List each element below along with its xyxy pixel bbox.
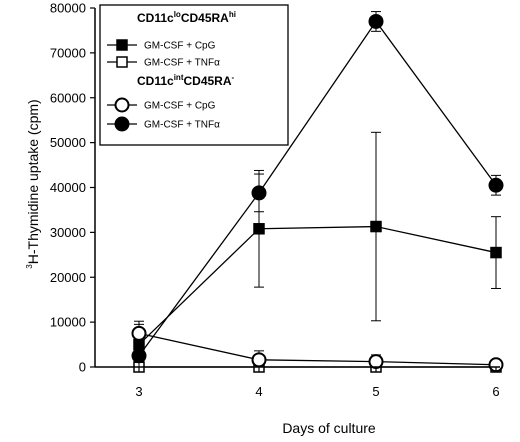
legend-title-sup: - [232,73,235,82]
data-point [370,220,382,233]
legend-title-part: CD11c [137,74,174,88]
series-line [138,20,497,357]
data-point [116,39,128,51]
series-3 [131,323,504,373]
x-tick-label: 3 [135,384,142,399]
legend-box [99,4,289,146]
legend-label: GM-CSF + TNFα [144,120,220,131]
legend-title-sup: int [174,73,184,82]
legend-title-part: CD11c [137,11,174,25]
legend-label: GM-CSF + CpG [144,101,216,112]
data-point [368,13,384,29]
data-point [131,348,147,364]
x-axis-title: Days of culture [282,420,376,436]
series-line [138,225,497,346]
legend-title-sup: lo [174,10,181,19]
y-tick-label: 60000 [50,90,86,105]
x-tick-label: 4 [255,384,262,399]
data-point [490,246,502,259]
legend-title-sup: hi [229,10,236,19]
data-point [488,177,504,193]
data-point [368,354,384,370]
legend-group-title: CD11cloCD45RAhi [137,10,236,25]
axes: 0 10000 20000 30000 40000 50000 60000 70000 8000… [50,1,500,399]
series-1 [133,131,502,368]
legend-group-title: CD11cintCD45RA- [137,73,235,88]
legend-title-part: CD45RA [181,11,229,25]
y-tick-label: 70000 [50,45,86,60]
legend-label: GM-CSF + CpG [144,41,216,52]
series-4 [131,11,504,364]
data-point [253,223,265,235]
data-point [251,352,267,368]
y-tick-label: 0 [79,360,86,375]
data-point [251,185,267,201]
y-axis-title: 3H-Thymidine uptake (cpm) [25,99,41,268]
series-line [138,332,497,366]
y-axis-title-main: H-Thymidine uptake (cpm) [25,99,41,264]
x-tick-label: 5 [372,384,379,399]
y-axis-title-sup: 3 [25,264,34,269]
y-tick-label: 20000 [50,270,86,285]
y-tick-label: 10000 [50,315,86,330]
y-tick-label: 30000 [50,225,86,240]
y-tick-label: 40000 [50,180,86,195]
y-tick-label: 80000 [50,1,86,16]
legend-title-part: CD45RA [183,74,231,88]
legend-label: GM-CSF + TNFα [144,58,220,69]
y-tick-label: 50000 [50,135,86,150]
data-point [116,56,128,68]
x-tick-label: 6 [492,384,499,399]
data-point [114,97,130,113]
data-point [114,116,130,132]
data-point [131,325,147,341]
